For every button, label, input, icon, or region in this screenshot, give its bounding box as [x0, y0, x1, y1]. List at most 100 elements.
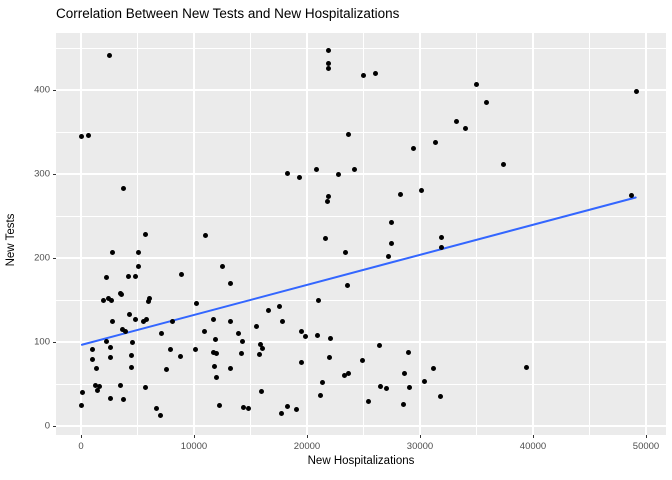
- data-point: [107, 355, 113, 361]
- x-tick-mark: [419, 435, 421, 438]
- data-point: [365, 399, 371, 405]
- data-point: [240, 338, 246, 344]
- data-point: [121, 397, 127, 403]
- data-point: [253, 323, 259, 329]
- data-point: [336, 171, 342, 177]
- y-major-gridline: [56, 257, 666, 259]
- data-point: [373, 70, 379, 76]
- data-point: [104, 274, 110, 280]
- data-point: [179, 272, 185, 278]
- x-tick-mark: [645, 435, 647, 438]
- data-point: [407, 384, 413, 390]
- data-point: [341, 373, 347, 379]
- x-tick-label: 40000: [519, 441, 547, 452]
- y-tick-label: 0: [44, 420, 50, 432]
- data-point: [351, 167, 357, 173]
- x-major-gridline: [193, 33, 195, 435]
- y-tick-mark: [53, 341, 56, 343]
- data-point: [154, 405, 160, 411]
- data-point: [298, 329, 304, 335]
- data-point: [78, 402, 84, 408]
- data-point: [325, 61, 331, 67]
- data-point: [325, 48, 331, 54]
- x-tick-mark: [306, 435, 308, 438]
- data-point: [106, 53, 112, 59]
- y-tick-label: 100: [34, 336, 50, 348]
- data-point: [327, 354, 333, 360]
- data-point: [258, 342, 264, 348]
- data-point: [227, 365, 233, 371]
- data-point: [318, 393, 324, 399]
- x-major-gridline: [80, 33, 82, 435]
- y-major-gridline: [56, 173, 666, 175]
- data-point: [140, 319, 146, 325]
- data-point: [147, 295, 153, 301]
- data-point: [129, 364, 135, 370]
- data-point: [383, 385, 389, 391]
- data-point: [86, 132, 92, 138]
- data-point: [278, 410, 284, 416]
- data-point: [110, 250, 116, 256]
- data-point: [245, 405, 251, 411]
- y-minor-gridline: [56, 299, 666, 301]
- data-point: [474, 82, 479, 88]
- data-point: [501, 162, 507, 168]
- data-point: [238, 351, 244, 357]
- data-point: [398, 191, 404, 197]
- data-point: [122, 329, 128, 335]
- x-tick-label: 30000: [406, 441, 434, 452]
- data-point: [346, 371, 352, 377]
- data-point: [453, 119, 459, 125]
- x-minor-gridline: [137, 33, 138, 435]
- data-point: [377, 384, 383, 390]
- data-point: [212, 336, 218, 342]
- data-point: [79, 389, 85, 395]
- x-tick-label: 0: [78, 441, 84, 452]
- data-point: [298, 359, 304, 365]
- x-tick-mark: [80, 435, 82, 438]
- y-tick-mark: [53, 257, 56, 259]
- data-point: [345, 283, 351, 289]
- data-point: [214, 374, 220, 380]
- data-point: [109, 298, 114, 304]
- data-point: [78, 133, 84, 139]
- data-point: [119, 292, 125, 298]
- data-point: [164, 367, 170, 373]
- data-point: [433, 139, 439, 145]
- data-point: [523, 364, 529, 370]
- y-major-gridline: [56, 89, 666, 91]
- data-point: [157, 412, 163, 418]
- data-point: [406, 349, 412, 355]
- x-tick-mark: [532, 435, 534, 438]
- x-tick-label: 50000: [632, 441, 660, 452]
- data-point: [107, 395, 113, 401]
- data-point: [177, 353, 183, 359]
- data-point: [342, 250, 348, 256]
- data-point: [277, 304, 283, 310]
- y-minor-gridline: [56, 383, 666, 385]
- data-point: [400, 401, 406, 407]
- data-point: [410, 146, 416, 152]
- data-point: [219, 263, 225, 269]
- x-minor-gridline: [476, 33, 477, 435]
- data-point: [346, 132, 352, 138]
- y-tick-mark: [53, 425, 56, 427]
- data-point: [142, 384, 148, 390]
- data-point: [118, 383, 124, 389]
- data-point: [129, 352, 135, 358]
- data-point: [359, 357, 365, 363]
- data-point: [484, 100, 490, 106]
- data-point: [376, 342, 382, 348]
- data-point: [96, 384, 102, 390]
- data-point: [201, 328, 207, 334]
- y-axis-label: New Tests: [5, 213, 17, 267]
- data-point: [389, 220, 395, 226]
- data-point: [431, 366, 437, 372]
- x-minor-gridline: [363, 33, 364, 435]
- data-point: [257, 352, 263, 358]
- data-point: [104, 338, 110, 344]
- data-point: [210, 349, 216, 355]
- data-point: [437, 394, 443, 400]
- data-point: [315, 297, 321, 303]
- x-minor-gridline: [589, 33, 590, 435]
